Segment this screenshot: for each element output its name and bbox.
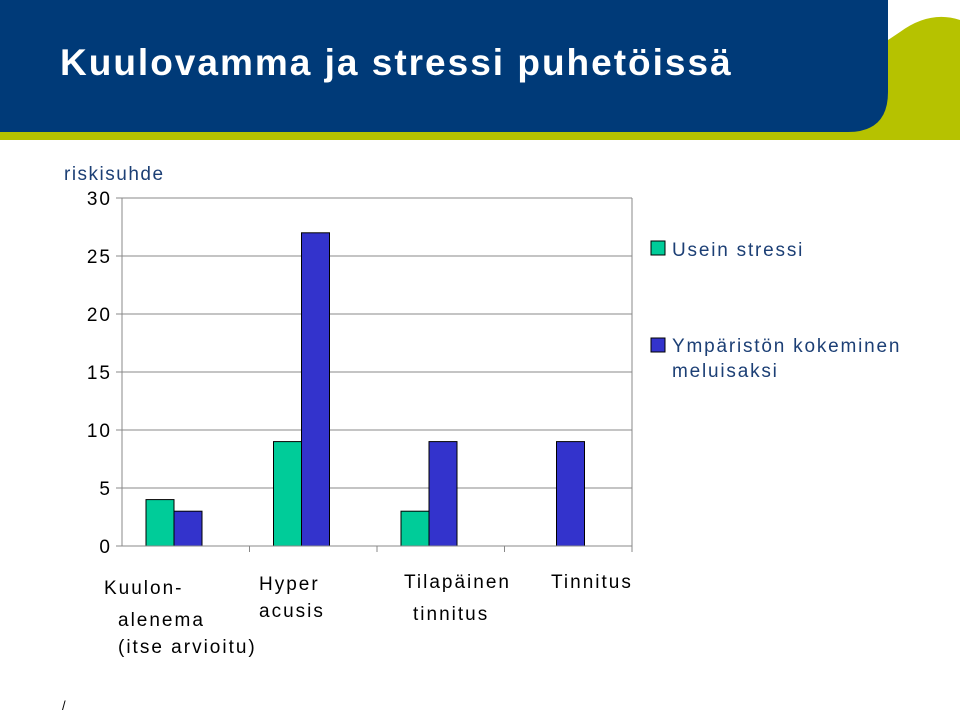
footer-mark: / (62, 698, 66, 713)
x-category-label: Tinnitus (551, 572, 633, 593)
y-tick-label: 25 (87, 247, 112, 268)
x-category-label: acusis (259, 601, 325, 622)
grid-layer (122, 197, 633, 546)
bar-ymparisto-meluisa (556, 441, 585, 547)
label-layer: 0 5 10 15 20 25 30 riskisuhde Kuulon-alenema (its… (64, 164, 633, 658)
header-blue-panel (0, 0, 888, 132)
header-banner (0, 0, 960, 140)
y-tick-label: 10 (87, 421, 112, 442)
page-title: Kuulovamma ja stressi puhetöissä (60, 42, 733, 83)
y-tick-label: 20 (87, 305, 112, 326)
bar-ymparisto-meluisa (173, 510, 203, 547)
y-axis-label: riskisuhde (64, 164, 165, 185)
y-tick-label: 15 (87, 363, 112, 384)
x-category-label: Hyper (259, 574, 320, 595)
x-category-label: tinnitus (413, 604, 489, 625)
legend-layer: Usein stressi Ympäristön kokeminen meluisa… (650, 240, 901, 382)
legend-swatch (650, 337, 666, 353)
bar-usein-stressi (145, 499, 175, 547)
bars-layer (145, 232, 585, 547)
x-category-label: Tilapäinen (404, 572, 511, 593)
bar-ymparisto-meluisa (428, 441, 458, 547)
x-category-label: (itse arvioitu) (118, 637, 257, 658)
y-tick-label: 30 (87, 189, 112, 210)
bar-ymparisto-meluisa (301, 232, 330, 547)
y-tick-label: 0 (99, 537, 112, 558)
axis-layer (116, 197, 633, 552)
legend-label: meluisaksi (672, 361, 779, 382)
y-tick-label: 5 (99, 479, 112, 500)
legend-swatch (650, 240, 666, 256)
header-white-curve (888, 0, 960, 40)
legend-label: Ympäristön kokeminen (672, 336, 901, 357)
legend-label: Usein stressi (672, 240, 804, 261)
bar-usein-stressi (400, 510, 430, 547)
x-category-label: alenema (118, 610, 205, 631)
x-category-label: Kuulon- (104, 578, 184, 599)
bar-usein-stressi (273, 441, 302, 547)
